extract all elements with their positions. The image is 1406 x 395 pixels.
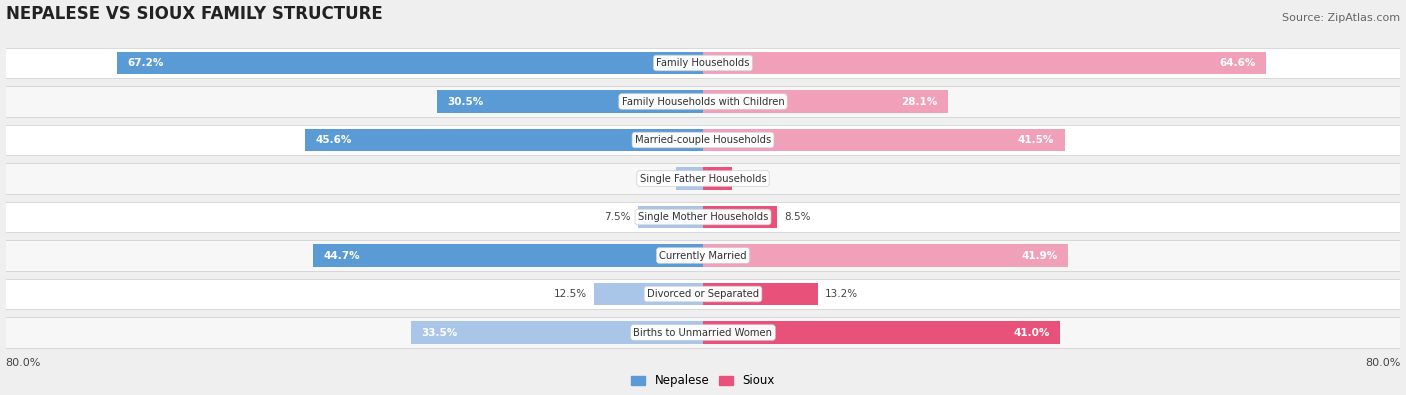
FancyBboxPatch shape [1,201,1405,232]
Bar [703,206,778,228]
Text: 80.0%: 80.0% [6,357,41,367]
Bar [437,90,703,113]
Bar [305,129,703,151]
Text: 41.0%: 41.0% [1014,327,1050,337]
FancyBboxPatch shape [1,124,1405,155]
Text: 7.5%: 7.5% [605,212,631,222]
Text: 30.5%: 30.5% [447,96,484,107]
Bar [703,322,1060,344]
Bar [411,322,703,344]
FancyBboxPatch shape [1,86,1405,117]
Bar [703,245,1069,267]
Text: 33.5%: 33.5% [422,327,458,337]
Bar [703,129,1064,151]
Bar [117,52,703,74]
Text: 80.0%: 80.0% [1365,357,1400,367]
Text: 28.1%: 28.1% [901,96,938,107]
Text: 67.2%: 67.2% [128,58,165,68]
FancyBboxPatch shape [1,47,1405,78]
FancyBboxPatch shape [1,163,1405,194]
Bar [703,90,948,113]
Text: 44.7%: 44.7% [323,250,360,261]
Bar [703,52,1267,74]
Bar [703,283,818,305]
Text: Currently Married: Currently Married [659,250,747,261]
Text: 41.5%: 41.5% [1018,135,1054,145]
Text: Family Households: Family Households [657,58,749,68]
Bar [314,245,703,267]
Text: 64.6%: 64.6% [1219,58,1256,68]
Text: Source: ZipAtlas.com: Source: ZipAtlas.com [1282,13,1400,23]
Text: 41.9%: 41.9% [1022,250,1057,261]
FancyBboxPatch shape [1,240,1405,271]
Text: 45.6%: 45.6% [316,135,353,145]
Text: 13.2%: 13.2% [825,289,858,299]
Text: Married-couple Households: Married-couple Households [636,135,770,145]
Text: Family Households with Children: Family Households with Children [621,96,785,107]
Bar [703,167,731,190]
FancyBboxPatch shape [1,278,1405,309]
Text: Single Mother Households: Single Mother Households [638,212,768,222]
Bar [676,167,703,190]
Bar [593,283,703,305]
Text: 3.3%: 3.3% [738,173,765,184]
Text: Divorced or Separated: Divorced or Separated [647,289,759,299]
Text: 8.5%: 8.5% [785,212,811,222]
FancyBboxPatch shape [1,317,1405,348]
Bar [637,206,703,228]
Text: 3.1%: 3.1% [643,173,669,184]
Text: Births to Unmarried Women: Births to Unmarried Women [634,327,772,337]
Text: NEPALESE VS SIOUX FAMILY STRUCTURE: NEPALESE VS SIOUX FAMILY STRUCTURE [6,5,382,23]
Text: Single Father Households: Single Father Households [640,173,766,184]
Legend: Nepalese, Sioux: Nepalese, Sioux [627,370,779,392]
Text: 12.5%: 12.5% [554,289,588,299]
